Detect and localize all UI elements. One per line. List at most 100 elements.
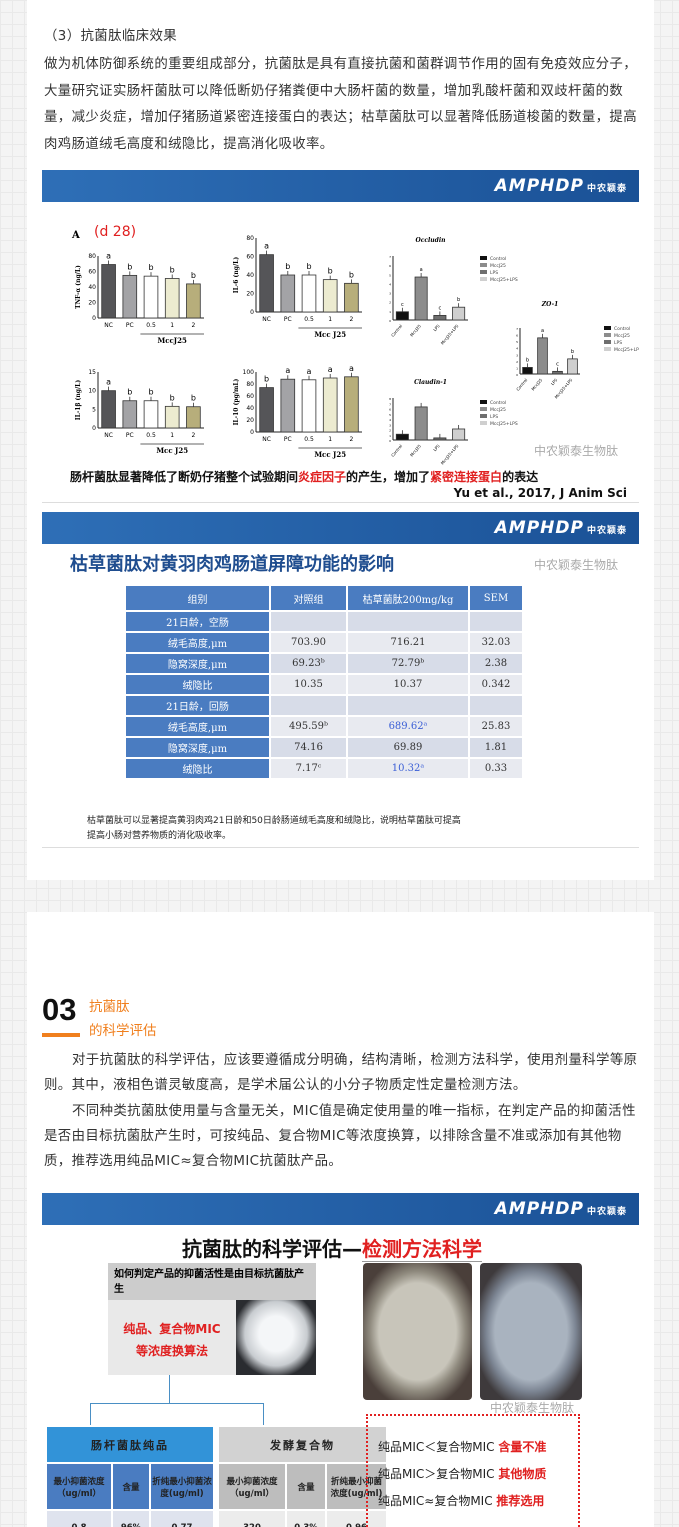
chart-occludin: 0 1 2 3 4 5 6 7 Occludin c Control a MccJ25 c LPS b MccJ… bbox=[385, 237, 470, 346]
group-label: Mcc J25 bbox=[156, 446, 188, 455]
table-cell bbox=[346, 610, 470, 633]
y-tick-label: 100 bbox=[243, 369, 255, 376]
y-axis-label: IL-6 (ng/L) bbox=[233, 257, 240, 294]
significance-letter: a bbox=[264, 242, 269, 251]
chart-title: Claudin-1 bbox=[414, 379, 447, 386]
table-cell: 21日龄，回肠 bbox=[124, 694, 271, 717]
bar bbox=[522, 367, 533, 375]
table-cell: 绒隐比 bbox=[124, 673, 271, 696]
significance-letter: a bbox=[106, 378, 111, 387]
y-tick-label: 20 bbox=[246, 291, 254, 298]
table-cell: 隐窝深度,μm bbox=[124, 652, 271, 675]
y-tick-label: 6 bbox=[516, 334, 518, 338]
bar bbox=[301, 274, 317, 313]
tree-line bbox=[90, 1403, 91, 1425]
table-cell: 1.81 bbox=[468, 736, 524, 759]
y-tick-label: 0 bbox=[92, 425, 96, 432]
bar bbox=[414, 406, 428, 441]
bar bbox=[344, 376, 359, 433]
legend-item: MccJ25 bbox=[604, 333, 639, 340]
x-tick-label: Control bbox=[515, 377, 528, 391]
table-cell: 74.16 bbox=[269, 736, 348, 759]
legend-item: Control bbox=[604, 326, 639, 333]
tree-line bbox=[169, 1375, 170, 1403]
y-tick-label: 1 bbox=[516, 366, 518, 370]
y-tick-label: 2 bbox=[516, 360, 518, 364]
table-cell bbox=[346, 694, 470, 717]
legend-item: Control bbox=[480, 256, 518, 263]
bar bbox=[433, 437, 447, 441]
significance-letter: a bbox=[328, 365, 333, 374]
watermark: 中农颖泰生物肽 bbox=[534, 444, 619, 458]
y-tick-label: 0 bbox=[250, 309, 254, 316]
powder-image bbox=[236, 1300, 316, 1375]
petri-dish-image-1 bbox=[363, 1263, 472, 1400]
table-cell: 21日龄，空肠 bbox=[124, 610, 271, 633]
table-cell: 7.17ᶜ bbox=[269, 757, 348, 780]
section-paragraph-1: 对于抗菌肽的科学评估，应该要遵循成分明确，结构清晰，检测方法科学，使用剂量科学等… bbox=[44, 1053, 638, 1093]
slide-evaluation: AMPHDP 中农颖泰 抗菌肽的科学评估—检测方法科学 如何判定产品的抑菌活性是由… bbox=[42, 1193, 639, 1527]
chart-svg: 0 20 40 60 80 TNF-α (ng/L) a NC b PC b 0.5 b 1 b 2 MccJ2… bbox=[75, 252, 204, 345]
x-tick-label: MccJ25 bbox=[409, 323, 422, 337]
significance-letter: b bbox=[170, 393, 175, 402]
bar bbox=[452, 428, 466, 441]
bar bbox=[122, 400, 138, 429]
y-tick-label: 3 bbox=[516, 353, 518, 357]
bar bbox=[186, 406, 201, 429]
legend-item: LPS bbox=[480, 414, 518, 421]
y-tick-label: 5 bbox=[389, 413, 391, 417]
table-cell: 10.32ᵃ bbox=[346, 757, 470, 780]
rule-item: 纯品MIC≈复合物MIC 推荐选用 bbox=[378, 1494, 545, 1508]
y-tick-label: 40 bbox=[246, 405, 254, 412]
y-tick-label: 1 bbox=[389, 434, 391, 438]
chart-il6: 0 20 40 60 80 IL-6 (ng/L) a NC b PC b 0.5 b 1 b 2 Mcc J2… bbox=[233, 235, 364, 339]
y-tick-label: 0 bbox=[516, 373, 518, 377]
bar bbox=[395, 311, 409, 321]
y-axis-label: TNF-α (ng/L) bbox=[75, 265, 82, 309]
y-tick-label: 4 bbox=[389, 418, 391, 422]
y-tick-label: 1 bbox=[389, 310, 391, 314]
y-tick-label: 2 bbox=[389, 301, 391, 305]
chart-svg: 0 1 2 3 4 5 6 7 Occludin c Control a MccJ25 c LPS b MccJ… bbox=[389, 237, 468, 346]
legend-zo1: Control MccJ25 LPS MccJ25+LPS bbox=[604, 326, 639, 354]
brand-logo: AMPHDP 中农颖泰 bbox=[494, 176, 627, 196]
legend-item: MccJ25+LPS bbox=[604, 347, 639, 354]
table-row: 绒毛高度,μm 703.90 716.21 32.03 bbox=[124, 631, 524, 654]
legend-item: LPS bbox=[480, 270, 518, 277]
x-tick-label: LPS bbox=[432, 323, 441, 332]
x-tick-label: NC bbox=[262, 436, 271, 443]
legend-item: LPS bbox=[604, 340, 639, 347]
tree-line bbox=[263, 1403, 264, 1425]
significance-letter: a bbox=[349, 364, 354, 373]
y-tick-label: 60 bbox=[88, 269, 96, 276]
legend-item: Control bbox=[480, 400, 518, 407]
y-tick-label: 60 bbox=[246, 254, 254, 261]
table-cell: 32.03 bbox=[468, 631, 524, 654]
y-tick-label: 10 bbox=[88, 388, 96, 395]
bar bbox=[452, 306, 466, 321]
significance-letter: c bbox=[401, 302, 404, 308]
x-tick-label: MccJ25+LPS bbox=[440, 323, 460, 345]
section-paragraph-2: 不同种类抗菌肽使用量与含量无关，MIC值是确定使用量的唯一指标，在判定产品的抑菌… bbox=[44, 1104, 636, 1169]
x-tick-label: 2 bbox=[349, 316, 353, 323]
significance-letter: a bbox=[106, 252, 111, 261]
bar bbox=[322, 279, 338, 313]
significance-letter: c bbox=[439, 305, 442, 311]
citation: Yu et al., 2017, J Anim Sci bbox=[453, 486, 627, 500]
slide-table: AMPHDP 中农颖泰 枯草菌肽对黄羽肉鸡肠道屏障功能的影响 组别 对照组 枯草菌… bbox=[42, 512, 639, 848]
chart-zo1: 0 1 2 3 4 5 6 7 ZO-1 b Control a MccJ25 c LPS b MccJ25+L… bbox=[512, 301, 582, 400]
legend-claudin1: Control MccJ25 LPS MccJ25+LPS bbox=[480, 400, 518, 428]
y-tick-label: 6 bbox=[389, 264, 391, 268]
tree-line bbox=[90, 1403, 264, 1404]
chart-il10: 0 20 40 60 80 100 IL-10 (pg/mL) b NC a PC a 0.5 a 1 a 2 M… bbox=[233, 364, 364, 459]
brand-logo: AMPHDP 中农颖泰 bbox=[494, 518, 627, 538]
y-tick-label: 4 bbox=[516, 347, 518, 351]
legend-item: MccJ25 bbox=[480, 407, 518, 414]
y-tick-label: 40 bbox=[246, 272, 254, 279]
significance-letter: b bbox=[306, 262, 311, 271]
bar bbox=[143, 400, 159, 429]
y-tick-label: 20 bbox=[88, 300, 96, 307]
